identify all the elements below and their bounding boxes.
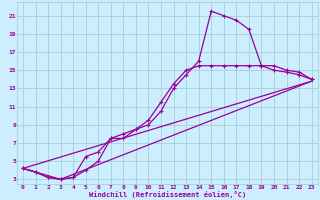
- X-axis label: Windchill (Refroidissement éolien,°C): Windchill (Refroidissement éolien,°C): [89, 191, 246, 198]
